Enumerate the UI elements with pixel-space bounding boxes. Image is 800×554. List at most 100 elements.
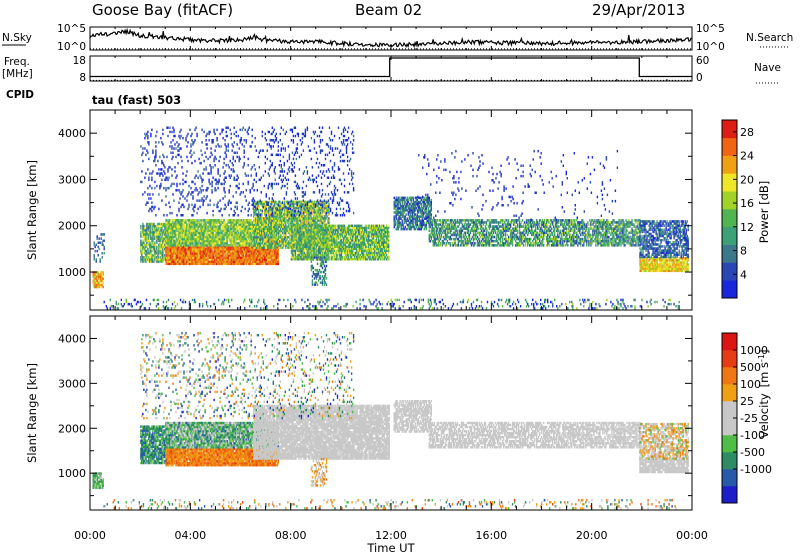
heatmap-cell (234, 250, 236, 253)
heatmap-cell (101, 275, 103, 278)
heatmap-cell (265, 252, 267, 255)
heatmap-cell (169, 258, 171, 261)
heatmap-cell (207, 252, 209, 255)
heatmap-cell (233, 262, 235, 266)
heatmap-cell (171, 241, 173, 244)
heatmap-cell (199, 254, 201, 257)
heatmap-cell (103, 245, 105, 249)
heatmap-cell (220, 250, 222, 253)
heatmap-cell (251, 245, 253, 249)
heatmap-cell (184, 227, 186, 230)
heatmap-cell (159, 235, 161, 238)
heatmap-cell (240, 258, 242, 261)
heatmap-cell (274, 252, 276, 255)
heatmap-cell (167, 239, 169, 243)
heatmap-cell (186, 233, 188, 237)
heatmap-cell (154, 252, 156, 255)
heatmap-cell (192, 250, 194, 253)
heatmap-cell (140, 224, 142, 228)
heatmap-cell (181, 260, 183, 263)
heatmap-cell (173, 242, 175, 245)
heatmap-cell (197, 254, 199, 257)
heatmap-cell (143, 227, 145, 230)
heatmap-cell (167, 231, 169, 235)
heatmap-cell (167, 260, 169, 263)
heatmap-cell (141, 243, 143, 247)
heatmap-cell (100, 271, 102, 274)
heatmap-cell (243, 245, 245, 249)
heatmap-cell (197, 248, 199, 251)
heatmap-cell (241, 245, 243, 249)
heatmap-cell (204, 254, 206, 257)
nave-label: Nave (754, 62, 781, 74)
heatmap-cell (142, 243, 144, 247)
heatmap-cell (239, 262, 241, 266)
heatmap-cell (174, 222, 176, 226)
heatmap-cell (175, 219, 177, 222)
heatmap-cell (96, 235, 98, 238)
heatmap-cell (199, 260, 201, 263)
heatmap-cell (158, 258, 160, 261)
heatmap-cell (205, 250, 207, 253)
heatmap-cell (260, 252, 262, 255)
heatmap-cell (186, 227, 188, 230)
heatmap-cell (181, 237, 183, 241)
heatmap-cell (146, 222, 148, 226)
heatmap-cell (222, 250, 224, 253)
heatmap-cell (185, 244, 187, 247)
heatmap-cell (252, 252, 254, 255)
heatmap-cell (162, 237, 164, 240)
heatmap-cell (145, 233, 147, 236)
heatmap-cell (192, 258, 194, 261)
heatmap-cell (158, 231, 160, 234)
heatmap-cell (174, 225, 176, 228)
heatmap-cell (204, 248, 206, 251)
heatmap-cell (194, 260, 196, 263)
heatmap-cell (222, 252, 224, 255)
heatmap-cell (157, 247, 159, 251)
heatmap-cell (143, 229, 145, 232)
heatmap-cell (188, 245, 190, 249)
heatmap-cell (149, 245, 151, 249)
heatmap-cell (168, 225, 170, 228)
heatmap-cell (185, 237, 187, 241)
heatmap-cell (178, 227, 180, 230)
heatmap-cell (164, 233, 166, 236)
heatmap-cell (167, 243, 169, 247)
heatmap-cell (233, 245, 235, 249)
heatmap-cell (227, 245, 229, 249)
heatmap-cell (165, 239, 167, 243)
heatmap-cell (148, 260, 150, 263)
heatmap-cell (237, 262, 239, 266)
heatmap-cell (180, 242, 182, 245)
heatmap-cell (98, 237, 100, 240)
heatmap-cell (146, 227, 148, 230)
heatmap-cell (228, 258, 230, 261)
heatmap-cell (241, 262, 243, 266)
heatmap-cell (274, 254, 276, 257)
heatmap-cell (209, 245, 211, 249)
heatmap-cell (221, 245, 223, 249)
heatmap-cell (210, 252, 212, 255)
heatmap-cell (157, 249, 159, 253)
heatmap-cell (176, 262, 178, 266)
heatmap-cell (147, 258, 149, 261)
heatmap-cell (200, 256, 202, 259)
heatmap-cell (249, 248, 251, 251)
heatmap-cell (159, 239, 161, 242)
heatmap-cell (200, 260, 202, 263)
heatmap-cell (243, 260, 245, 263)
heatmap-cell (236, 254, 238, 257)
heatmap-cell (187, 258, 189, 261)
heatmap-cell (142, 224, 144, 228)
heatmap-cell (148, 229, 150, 232)
heatmap-cell (171, 245, 173, 249)
heatmap-cell (197, 252, 199, 255)
heatmap-cell (172, 254, 174, 257)
heatmap-cell (199, 262, 201, 266)
heatmap-cell (224, 254, 226, 257)
heatmap-cell (183, 252, 185, 255)
heatmap-cell (100, 277, 102, 280)
heatmap-cell (266, 262, 268, 266)
heatmap-cell (196, 262, 198, 266)
